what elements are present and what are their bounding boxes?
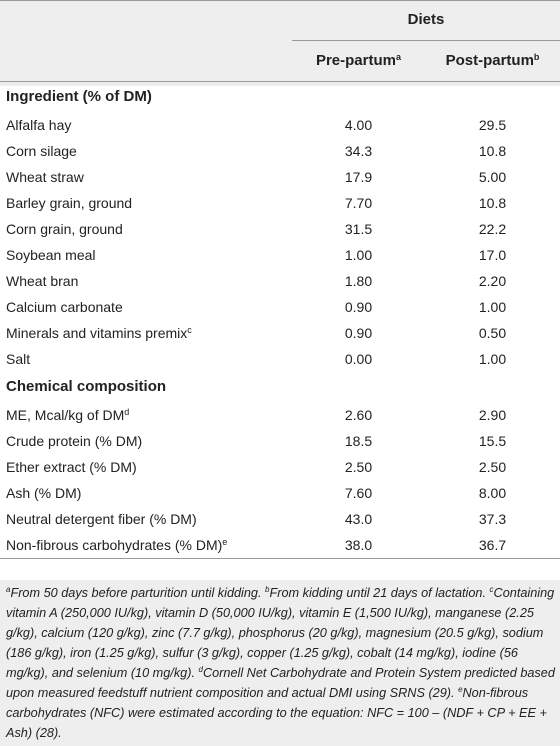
pre-partum-value: 4.00 [344, 117, 373, 133]
table-row: Soybean meal 1.00 17.0 [0, 242, 560, 268]
pre-partum-value: 1.80 [344, 273, 373, 289]
table-row: Salt 0.00 1.00 [0, 346, 560, 372]
row-label: ME, Mcal/kg of DMd [6, 407, 130, 423]
table-row: Barley grain, ground 7.70 10.8 [0, 190, 560, 216]
pre-partum-value: 17.9 [344, 169, 373, 185]
pre-partum-value: 7.70 [344, 195, 373, 211]
footnote-b: From kidding until 21 days of lactation. [269, 586, 487, 600]
section-row-chemical: Chemical composition [0, 372, 560, 402]
row-label: Non-fibrous carbohydrates (% DM)e [0, 532, 292, 559]
footnote-d: Cornell Net Carbohydrate and Protein Sys… [6, 666, 555, 700]
pre-partum-value: 0.90 [344, 325, 373, 341]
pre-partum-value: 43.0 [344, 511, 373, 527]
post-partum-value: 2.50 [478, 459, 507, 475]
footnote-mark: b [265, 585, 270, 594]
post-partum-value: 36.7 [425, 532, 560, 559]
footnote-a: From 50 days before parturition until ki… [10, 586, 262, 600]
table-row: Calcium carbonate 0.90 1.00 [0, 294, 560, 320]
table-row: Crude protein (% DM) 18.5 15.5 [0, 428, 560, 454]
section-title: Chemical composition [6, 378, 167, 395]
table-row: Corn silage 34.3 10.8 [0, 138, 560, 164]
diets-group-header: Diets [292, 0, 560, 41]
row-label: Corn grain, ground [6, 221, 123, 237]
table-row: Wheat bran 1.80 2.20 [0, 268, 560, 294]
row-label: Wheat bran [6, 273, 79, 289]
row-label: Soybean meal [6, 247, 96, 263]
footnote-mark: e [222, 537, 228, 547]
post-partum-value: 1.00 [478, 351, 507, 367]
row-label: Ash (% DM) [6, 485, 82, 501]
column-header-pre-partum: Pre-partuma [292, 40, 425, 82]
row-label: Ether extract (% DM) [6, 459, 137, 475]
top-rule [0, 0, 560, 1]
row-label: Alfalfa hay [6, 117, 72, 133]
header-empty-cell [0, 40, 292, 82]
pre-partum-value: 38.0 [292, 532, 425, 559]
pre-partum-value: 7.60 [344, 485, 373, 501]
row-label: Wheat straw [6, 169, 84, 185]
post-partum-value: 5.00 [478, 169, 507, 185]
footnote-mark: c [187, 325, 192, 335]
table-footnotes: aFrom 50 days before parturition until k… [6, 583, 556, 743]
post-partum-value: 15.5 [478, 433, 507, 449]
table-row: Alfalfa hay 4.00 29.5 [0, 112, 560, 138]
header-row-group: Diets [0, 0, 560, 41]
row-label: Corn silage [6, 143, 77, 159]
row-label: Crude protein (% DM) [6, 433, 143, 449]
post-partum-value: 0.50 [478, 325, 507, 341]
footnote-mark: e [458, 685, 463, 694]
table-row: Neutral detergent fiber (% DM) 43.0 37.3 [0, 506, 560, 532]
table-row: ME, Mcal/kg of DMd 2.60 2.90 [0, 402, 560, 428]
pre-partum-value: 0.00 [344, 351, 373, 367]
pre-partum-value: 34.3 [344, 143, 373, 159]
post-partum-value: 29.5 [478, 117, 507, 133]
post-partum-value: 8.00 [478, 485, 507, 501]
footnote-mark: a [6, 585, 11, 594]
post-partum-value: 10.8 [478, 195, 507, 211]
table-row: Wheat straw 17.9 5.00 [0, 164, 560, 190]
post-partum-value: 2.20 [478, 273, 507, 289]
table-row: Ash (% DM) 7.60 8.00 [0, 480, 560, 506]
pre-partum-value: 2.60 [344, 407, 373, 423]
footnote-mark: d [198, 665, 203, 674]
post-partum-value: 22.2 [478, 221, 507, 237]
row-label: Neutral detergent fiber (% DM) [6, 511, 197, 527]
column-header-post-partum: Post-partumb [425, 40, 560, 82]
footnote-c: Containing vitamin A (250,000 IU/kg), vi… [6, 586, 555, 680]
footnote-band [0, 580, 560, 746]
post-partum-value: 1.00 [478, 299, 507, 315]
row-label: Calcium carbonate [6, 299, 123, 315]
row-label: Barley grain, ground [6, 195, 133, 211]
section-title: Ingredient (% of DM) [6, 88, 152, 105]
post-partum-value: 10.8 [478, 143, 507, 159]
post-partum-value: 2.90 [478, 407, 507, 423]
table-row: Ether extract (% DM) 2.50 2.50 [0, 454, 560, 480]
table-row: Non-fibrous carbohydrates (% DM)e 38.0 36.… [0, 532, 560, 559]
pre-partum-value: 2.50 [344, 459, 373, 475]
post-partum-value: 37.3 [478, 511, 507, 527]
table-row: Corn grain, ground 31.5 22.2 [0, 216, 560, 242]
diet-composition-table: Diets Pre-partuma Post-partumb Ingredien… [0, 0, 560, 559]
pre-partum-value: 0.90 [344, 299, 373, 315]
footnote-mark: d [124, 407, 130, 417]
header-row-columns: Pre-partuma Post-partumb [0, 40, 560, 82]
pre-partum-value: 31.5 [344, 221, 373, 237]
section-row-ingredient: Ingredient (% of DM) [0, 82, 560, 113]
table-row: Minerals and vitamins premixc 0.90 0.50 [0, 320, 560, 346]
post-partum-value: 17.0 [478, 247, 507, 263]
footnote-mark: c [489, 585, 494, 594]
footnote-e: Non-fibrous carbohydrates (NFC) were est… [6, 686, 547, 740]
header-empty-cell [0, 0, 292, 41]
row-label: Salt [6, 351, 31, 367]
pre-partum-value: 1.00 [344, 247, 373, 263]
row-label: Minerals and vitamins premixc [6, 325, 192, 341]
pre-partum-value: 18.5 [344, 433, 373, 449]
